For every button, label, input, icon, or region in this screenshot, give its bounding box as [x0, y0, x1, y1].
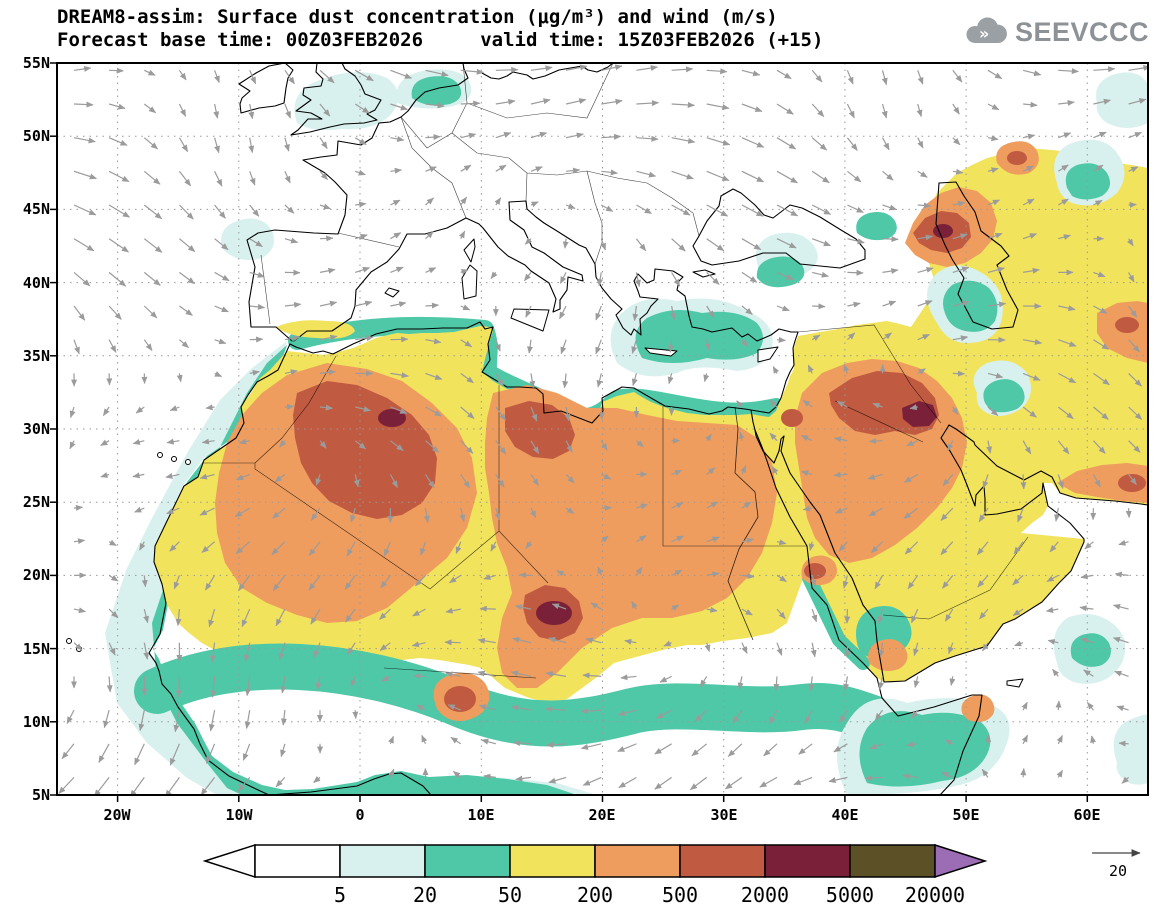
colorbar-label: 20 [413, 883, 437, 907]
x-tick-label: 10E [467, 806, 494, 824]
colorbar-label: 5 [334, 883, 346, 907]
colorbar-legend: 5 20 50 200 500 2000 5000 20000 [202, 843, 988, 907]
colorbar-underflow-arrow [202, 843, 256, 879]
seevccc-logo: » SEEVCCC [963, 16, 1149, 48]
colorbar-segment [254, 844, 341, 878]
colorbar-segment [509, 844, 596, 878]
svg-text:»: » [979, 24, 989, 43]
colorbar-segment [339, 844, 426, 878]
colorbar-overflow-arrow [934, 843, 988, 879]
dust-map [50, 62, 1149, 802]
colorbar-label: 5000 [826, 883, 874, 907]
nile-river [727, 406, 759, 641]
y-tick-label: 15N [23, 640, 50, 658]
x-tick-label: 40E [831, 806, 858, 824]
y-tick-label: 50N [23, 127, 50, 145]
colorbar-label: 20000 [905, 883, 965, 907]
y-tick-label: 55N [23, 54, 50, 72]
x-tick-label: 20W [103, 806, 131, 824]
x-tick-label: 0 [355, 806, 364, 824]
x-tick-label: 30E [710, 806, 737, 824]
x-tick-label: 10W [225, 806, 253, 824]
dust-concentration-layer [105, 69, 1148, 795]
colorbar-segment [764, 844, 851, 878]
y-tick-label: 30N [23, 420, 50, 438]
colorbar-label: 2000 [741, 883, 789, 907]
y-tick-label: 40N [23, 274, 50, 292]
y-tick-label: 35N [23, 347, 50, 365]
y-tick-label: 10N [23, 713, 50, 731]
x-tick-label: 50E [952, 806, 979, 824]
chart-title-line1: DREAM8-assim: Surface dust concentration… [57, 6, 778, 28]
wind-reference: 20 [1092, 849, 1141, 880]
colorbar-segment [594, 844, 681, 878]
coastlines [66, 63, 1148, 795]
cloud-icon: » [966, 17, 1007, 44]
colorbar-segment [849, 844, 936, 878]
y-tick-label: 25N [23, 493, 50, 511]
colorbar-label: 50 [498, 883, 522, 907]
chart-title-line2: Forecast base time: 00Z03FEB2026 valid t… [57, 29, 824, 51]
colorbar-segment [679, 844, 766, 878]
x-tick-label: 60E [1073, 806, 1100, 824]
y-tick-label: 20N [23, 566, 50, 584]
logo-text: SEEVCCC [1014, 16, 1149, 47]
axis-ticks [50, 62, 1089, 802]
colorbar-segment [424, 844, 511, 878]
country-borders [202, 63, 1029, 679]
y-tick-label: 45N [23, 200, 50, 218]
y-tick-label: 5N [32, 786, 50, 804]
colorbar-label: 200 [577, 883, 613, 907]
wind-vector-layer [58, 64, 1148, 795]
x-tick-label: 20E [588, 806, 615, 824]
wind-reference-value: 20 [1109, 862, 1127, 880]
colorbar-label: 500 [662, 883, 698, 907]
